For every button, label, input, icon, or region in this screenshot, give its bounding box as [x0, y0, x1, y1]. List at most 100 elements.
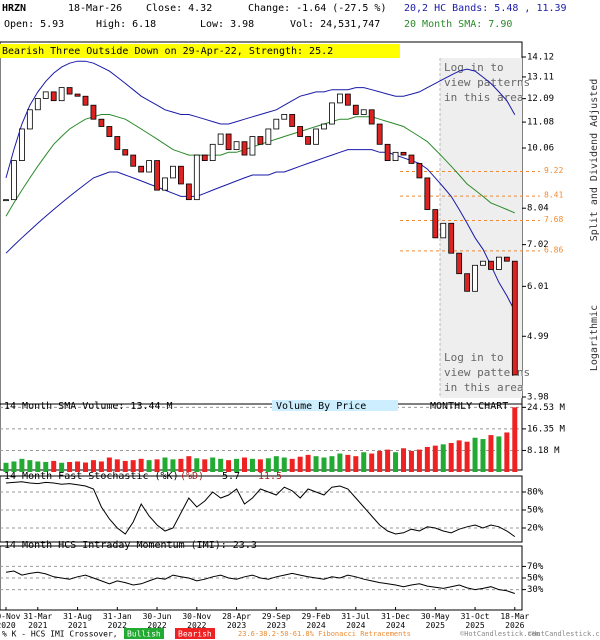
- side-label: Split and Dividend Adjusted: [589, 79, 600, 242]
- candle: [58, 87, 65, 102]
- high: High: 6.18: [96, 19, 156, 30]
- volume-bar: [440, 444, 446, 472]
- candle: [257, 136, 264, 145]
- x-tick-label: 31-Jan 2022: [103, 612, 132, 630]
- volume-bar: [114, 459, 120, 472]
- volume-bar: [162, 457, 168, 472]
- candle: [488, 260, 494, 270]
- bearish: Bearish: [178, 630, 212, 639]
- volume-bar: [242, 457, 247, 472]
- y-tick-label: 10.06: [527, 144, 554, 154]
- volume-bar: [504, 432, 510, 472]
- x-tick-label: 31-Oct 2025: [461, 612, 490, 630]
- volume-bar: [51, 460, 57, 472]
- volume-bar: [273, 456, 279, 472]
- candle: [297, 126, 304, 137]
- fib-label: 7.68: [544, 215, 563, 224]
- candle: [503, 256, 510, 262]
- volume-bar: [464, 441, 470, 472]
- candle: [432, 209, 439, 239]
- lower-band: [5, 149, 516, 312]
- y-tick-label: 4.99: [527, 332, 549, 342]
- symbol: HRZN: [2, 3, 26, 14]
- y-tick-label: 8.04: [527, 204, 549, 214]
- volume-bar: [67, 461, 73, 472]
- login-top-box: Log in to view patterns in this area: [444, 61, 530, 104]
- x-tick-label: 31-Dec 2024: [381, 612, 410, 630]
- volume-bar: [27, 460, 33, 472]
- candle: [241, 141, 248, 156]
- volume-bar: [35, 461, 41, 472]
- candle: [177, 165, 184, 185]
- login-bottom[interactable]: Log in to view patterns in this area: [444, 351, 531, 394]
- candle: [154, 160, 160, 191]
- open: Open: 5.93: [4, 19, 64, 30]
- close: Close: 4.32: [146, 3, 212, 14]
- candle: [313, 128, 319, 145]
- candle: [74, 93, 81, 97]
- candle: [400, 151, 407, 156]
- candle: [495, 256, 502, 270]
- volume-bar: [361, 452, 367, 472]
- candle: [408, 154, 415, 164]
- candle: [18, 128, 25, 161]
- credit: ©HotCandlestick.com: [460, 630, 540, 638]
- volume-bar: [416, 449, 422, 472]
- date: 18-Mar-26: [68, 3, 122, 14]
- x-tick-label: 28-Apr 2023: [222, 612, 251, 630]
- volume-bar: [401, 448, 406, 472]
- y-tick-label: 8.18 M: [527, 446, 560, 456]
- scale-label: Logarithmic: [589, 305, 600, 371]
- volume-bar: [75, 461, 81, 472]
- volume-bar: [90, 460, 96, 472]
- subtitle-bg: [272, 400, 398, 411]
- volume-bar: [432, 445, 438, 472]
- y-tick-label: 24.53 M: [527, 403, 566, 413]
- volume-bar: [480, 439, 486, 472]
- change: Change: -1.64 (-27.5 %): [248, 3, 386, 14]
- volume-bar: [424, 446, 430, 472]
- candle: [193, 154, 200, 201]
- candle: [511, 260, 518, 376]
- y-tick-label: 30%: [527, 585, 544, 595]
- candle: [472, 264, 478, 292]
- candle: [440, 222, 447, 239]
- candle: [464, 273, 471, 292]
- low: Low: 3.98: [200, 19, 254, 30]
- candle: [26, 109, 33, 130]
- candle: [209, 143, 216, 161]
- candle: [424, 177, 431, 210]
- pattern-banner: [0, 44, 400, 58]
- volume-bar: [321, 457, 327, 472]
- candle: [384, 143, 391, 161]
- candle: [66, 87, 73, 95]
- x-tick-label: 31-Aug 2021: [63, 612, 92, 630]
- x-tick-label: 29-Feb 2024: [302, 612, 331, 630]
- volume-bar: [210, 457, 216, 472]
- volume-bar: [170, 459, 176, 472]
- candle: [273, 118, 280, 130]
- volume-bar: [154, 459, 160, 472]
- volume-bar: [43, 461, 49, 472]
- x-tick-label: 18-Mar 2026: [500, 612, 529, 630]
- y-tick-label: 3.98: [527, 393, 549, 403]
- credit: ©HotCandlestick.com: [528, 630, 600, 638]
- candle: [392, 151, 399, 161]
- candle: [360, 109, 367, 115]
- y-tick-label: 70%: [527, 562, 544, 572]
- login-bottom-box: Log in to view patterns in this area: [444, 351, 531, 394]
- volume-bar: [297, 456, 303, 472]
- candle: [448, 222, 455, 254]
- y-tick-label: 12.09: [527, 94, 554, 104]
- volume-bar: [313, 456, 319, 472]
- volume-bar: [234, 458, 240, 472]
- candle: [376, 123, 383, 145]
- volume-bar: [385, 449, 391, 472]
- volume-bar: [249, 458, 255, 472]
- volume-bar: [226, 460, 232, 472]
- x-tick-label: 31-Jul 2024: [341, 612, 370, 630]
- candle: [11, 160, 17, 201]
- y-tick-label: 7.02: [527, 240, 549, 250]
- panel-note: MONTHLY CHART: [430, 401, 508, 412]
- y-tick-label: 6.01: [527, 282, 549, 292]
